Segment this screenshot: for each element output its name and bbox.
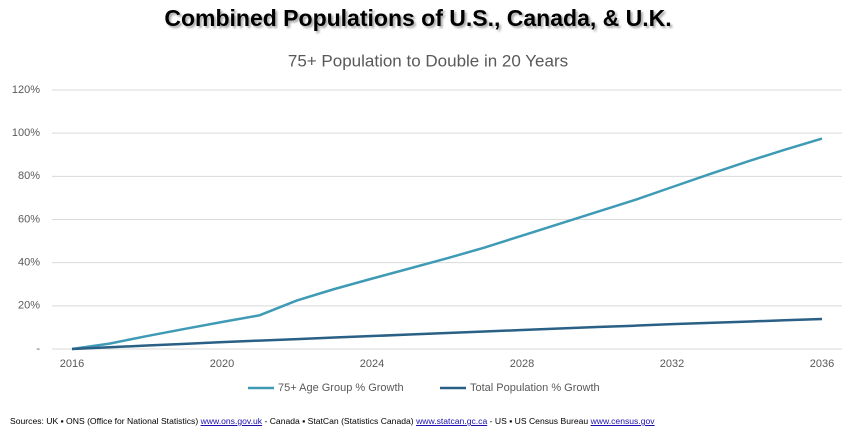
line-series <box>71 317 823 351</box>
footnote-link[interactable]: www.census.gov <box>590 416 655 426</box>
footnote-link[interactable]: www.ons.gov.uk <box>200 416 263 426</box>
y-tick-label: 120% <box>12 84 40 96</box>
footnote-text: - US ▪ US Census Bureau <box>489 416 589 426</box>
x-tick-label: 2036 <box>810 358 834 370</box>
chart-subtitle: 75+ Population to Double in 20 Years <box>288 51 568 70</box>
x-tick-label: 2024 <box>360 358 384 370</box>
chart-title: Combined Populations of U.S., Canada, & … <box>164 5 671 31</box>
y-tick-label: 20% <box>18 300 40 312</box>
footnote: Sources: UK ▪ ONS (Office for National S… <box>10 416 655 426</box>
line-series <box>71 137 823 351</box>
legend-label: 75+ Age Group % Growth <box>278 382 404 394</box>
legend-item: 75+ Age Group % Growth <box>248 382 404 394</box>
footnote-link[interactable]: www.statcan.gc.ca <box>416 416 488 426</box>
footnote-text: - Canada ▪ StatCan (Statistics Canada) <box>264 416 414 426</box>
legend-label: Total Population % Growth <box>470 382 600 394</box>
footnote-text: Sources: UK ▪ ONS (Office for National S… <box>10 416 199 426</box>
x-tick-label: 2016 <box>60 358 84 370</box>
y-tick-label: 80% <box>18 170 40 182</box>
legend-item: Total Population % Growth <box>440 382 600 394</box>
y-tick-label: - <box>36 343 40 355</box>
x-tick-label: 2028 <box>510 358 534 370</box>
y-tick-label: 40% <box>18 257 40 269</box>
x-tick-label: 2020 <box>210 358 234 370</box>
chart: Combined Populations of U.S., Canada, & … <box>12 5 842 394</box>
y-tick-label: 100% <box>12 127 40 139</box>
y-tick-label: 60% <box>18 213 40 225</box>
x-tick-label: 2032 <box>660 358 684 370</box>
